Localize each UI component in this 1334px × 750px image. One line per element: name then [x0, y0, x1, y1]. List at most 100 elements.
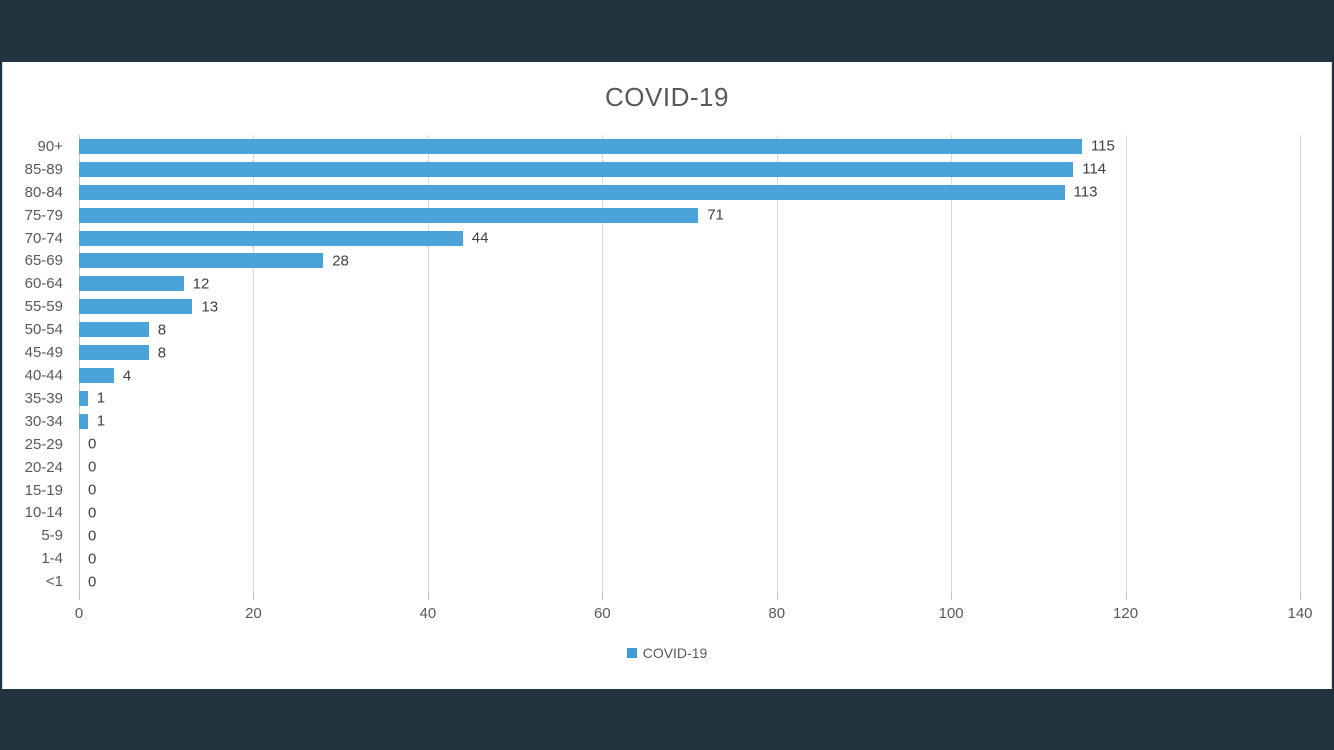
bar-row: 1 [79, 410, 1300, 433]
value-label: 4 [122, 367, 132, 385]
tick-label: 140 [1287, 605, 1313, 622]
category-label: 15-19 [24, 481, 63, 499]
value-label: 0 [88, 435, 97, 453]
value-label: 115 [1090, 137, 1115, 155]
bar [79, 390, 88, 406]
bar-row: 8 [79, 318, 1300, 341]
x-axis-tick-marks [79, 593, 1301, 600]
tick-label: 20 [245, 605, 262, 622]
tick-mark [1125, 593, 1127, 600]
tick-mark [776, 593, 778, 600]
bar [79, 299, 193, 315]
value-label: 12 [192, 275, 210, 293]
category-label: 1-4 [41, 550, 63, 568]
tick-label: 100 [938, 605, 964, 622]
bar-row: 0 [79, 479, 1300, 502]
bar-row: 0 [79, 524, 1300, 547]
value-label: 0 [88, 527, 97, 545]
bar-row: 114 [79, 158, 1300, 181]
bar-series: 115 114 113 71 44 28 12 13 8 8 4 1 1 0 0 0 0 0 0 0 [79, 135, 1300, 593]
bar-row: 44 [79, 227, 1300, 250]
gridline [951, 135, 953, 593]
value-label: 0 [88, 573, 97, 591]
bar [79, 184, 1065, 200]
bar [79, 138, 1082, 154]
bar-row: 113 [79, 181, 1300, 204]
value-label: 0 [88, 481, 97, 499]
bar [79, 207, 699, 223]
legend-marker-icon [626, 648, 637, 658]
category-label: <1 [45, 573, 63, 591]
gridline [1125, 135, 1127, 593]
gridline [427, 135, 429, 593]
tick-mark [1300, 593, 1301, 600]
category-label: 90+ [37, 137, 63, 155]
value-label: 8 [157, 344, 167, 362]
category-label: 45-49 [24, 344, 63, 362]
category-label: 70-74 [24, 229, 63, 247]
category-label: 65-69 [24, 252, 63, 270]
value-label: 113 [1073, 183, 1098, 201]
category-label: 30-34 [24, 412, 63, 430]
bar-row: 0 [79, 547, 1300, 570]
bar-row: 71 [79, 204, 1300, 227]
tick-label: 40 [419, 605, 437, 622]
gridline [253, 135, 255, 593]
value-label: 1 [96, 389, 106, 407]
bar [79, 161, 1074, 177]
gridline [1300, 135, 1301, 593]
value-label: 8 [157, 321, 167, 339]
bar-row: 8 [79, 341, 1300, 364]
bar-row: 28 [79, 250, 1300, 273]
category-axis: 90+ 85-89 80-84 75-79 70-74 65-69 60-64 55-59 50… [3, 135, 63, 593]
y-axis-line [79, 135, 80, 593]
plot-area: 115 114 113 71 44 28 12 13 8 8 4 1 1 0 0 0 0 0 0 0 [79, 135, 1301, 593]
top-background-band [0, 0, 1334, 62]
bar [79, 276, 184, 292]
category-label: 50-54 [24, 321, 63, 339]
tick-mark [602, 593, 604, 600]
bar-row: 1 [79, 387, 1300, 410]
bar-row: 0 [79, 433, 1300, 456]
category-label: 55-59 [24, 298, 63, 316]
tick-mark [951, 593, 953, 600]
gridline [602, 135, 604, 593]
bar-row: 4 [79, 364, 1300, 387]
value-label: 114 [1082, 160, 1107, 178]
bar [79, 230, 463, 246]
tick-label: 120 [1113, 605, 1139, 622]
category-label: 80-84 [24, 183, 63, 201]
x-axis-tick-labels: 0 20 40 60 80 100 120 140 [75, 605, 1313, 624]
bar [79, 322, 149, 338]
tick-mark [427, 593, 429, 600]
bottom-background-band [0, 689, 1334, 750]
bar-row: 12 [79, 272, 1300, 295]
legend: COVID-19 [3, 646, 1331, 660]
bar [79, 413, 88, 429]
category-label: 60-64 [24, 275, 63, 293]
category-label: 85-89 [24, 160, 63, 178]
value-label: 0 [88, 458, 97, 476]
bar [79, 253, 324, 269]
bar-row: 13 [79, 295, 1300, 318]
value-label: 13 [201, 298, 219, 316]
legend-label: COVID-19 [642, 645, 708, 661]
bar-row: 115 [79, 135, 1300, 158]
value-label: 0 [88, 550, 97, 568]
tick-mark [79, 593, 80, 600]
tick-label: 0 [74, 605, 84, 622]
bar-row: 0 [79, 502, 1300, 525]
tick-mark [253, 593, 255, 600]
bar-row: 0 [79, 570, 1300, 593]
tick-label: 60 [593, 605, 611, 622]
value-label: 1 [96, 412, 106, 430]
bar-row: 0 [79, 456, 1300, 479]
value-label: 0 [88, 504, 97, 522]
value-label: 71 [707, 206, 724, 224]
category-label: 10-14 [24, 504, 63, 522]
category-label: 20-24 [24, 458, 63, 476]
value-label: 28 [332, 252, 349, 270]
bar [79, 368, 114, 384]
bar [79, 345, 149, 361]
category-label: 5-9 [41, 527, 63, 545]
